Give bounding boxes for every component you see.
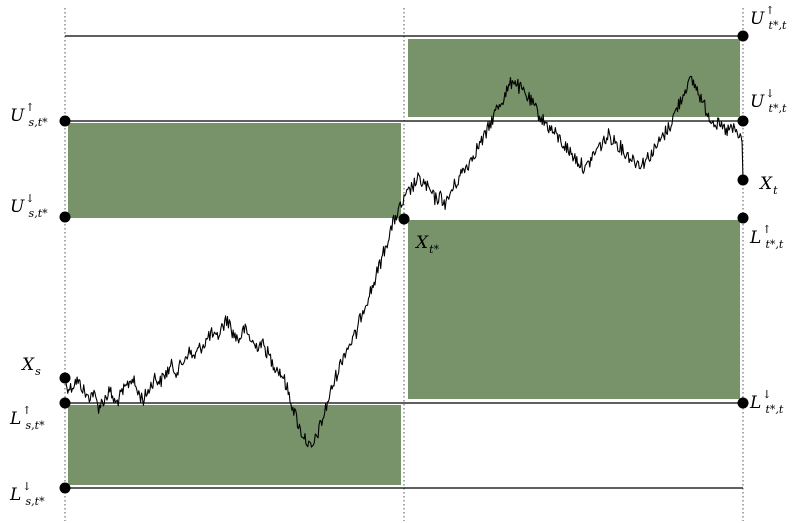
- label-U-up-s: U↑ s,t*: [10, 101, 48, 129]
- math-labels: Xs U↑ s,t* U↓ s,t* L↑ s,t* L↓ s,t* Xt* U↑ t*,…: [9, 4, 787, 508]
- label-X-tstar: Xt*: [414, 233, 440, 256]
- dot-U-up-s: [59, 115, 71, 127]
- label-U-down-t: U↓ t*,t: [750, 87, 787, 115]
- dot-L-down-s: [59, 482, 71, 494]
- brownian-path: [64, 75, 744, 448]
- label-L-down-s: L↓ s,t*: [9, 480, 45, 508]
- label-L-up-t: L↑ t*,t: [749, 223, 784, 251]
- dot-X-s: [59, 372, 71, 384]
- dot-U-up-t: [737, 30, 749, 42]
- label-L-up-s: L↑ s,t*: [9, 404, 45, 432]
- label-U-up-t: U↑ t*,t: [750, 4, 787, 32]
- time-gridlines: [64, 8, 744, 521]
- dot-L-down-t: [737, 397, 749, 409]
- dot-U-down-t: [737, 115, 749, 127]
- label-U-down-s: U↓ s,t*: [10, 192, 48, 220]
- dot-X-tstar: [398, 213, 410, 225]
- dot-L-up-s: [59, 397, 71, 409]
- upper-box-tstar-t: [408, 39, 740, 117]
- label-L-down-t: L↓ t*,t: [749, 388, 784, 416]
- level-lines: [65, 35, 743, 489]
- upper-box-s-tstar: [68, 123, 401, 218]
- dot-L-up-t: [737, 212, 749, 224]
- label-X-s: Xs: [20, 355, 41, 378]
- label-X-t: Xt: [758, 174, 778, 197]
- region-boxes: [68, 39, 740, 485]
- dot-U-down-s: [59, 211, 71, 223]
- marker-dots: [59, 30, 749, 494]
- middle-box-tstar-t: [408, 220, 740, 399]
- lower-box-s-tstar: [68, 405, 401, 485]
- dot-X-t: [737, 174, 749, 186]
